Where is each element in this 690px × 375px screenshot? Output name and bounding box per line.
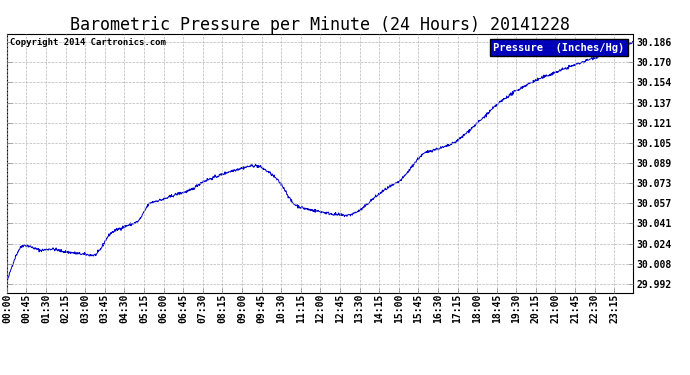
Legend: Pressure  (Inches/Hg): Pressure (Inches/Hg) <box>490 39 628 56</box>
Title: Barometric Pressure per Minute (24 Hours) 20141228: Barometric Pressure per Minute (24 Hours… <box>70 16 570 34</box>
Text: Copyright 2014 Cartronics.com: Copyright 2014 Cartronics.com <box>10 38 166 46</box>
